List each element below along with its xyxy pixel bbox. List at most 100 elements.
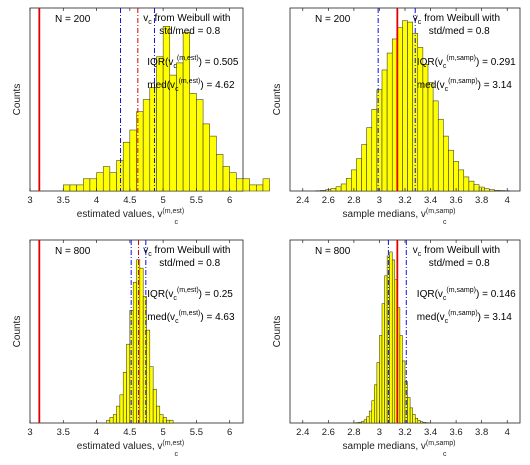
histogram-bar [69, 184, 77, 192]
histogram-panel-2: 2.4 2.6 2.8 3 3.2 3.4 3.6 3.8 4 Counts sample medi… [272, 7, 521, 226]
histogram-bar [106, 419, 111, 424]
x-tick-label: 2.4 [296, 427, 309, 438]
histogram-bar [358, 421, 362, 424]
x-tick-label: 4 [94, 427, 99, 438]
x-tick-label: 4 [505, 427, 510, 438]
histogram-panel-3: 3 3.5 4 4.5 5 5.5 6 Counts estimated values, v(m… [12, 239, 244, 458]
iqr-annotation: IQR(vc(m,samp)) = 0.146 [417, 287, 516, 302]
histogram-bar [389, 251, 393, 424]
histogram-bar [76, 184, 84, 192]
histogram-bar [149, 87, 157, 192]
legend-line-1: vc from Weibull with [413, 13, 500, 26]
histogram-bar [89, 178, 97, 192]
histogram-bar [432, 100, 439, 192]
histogram-bar [366, 416, 370, 424]
histogram-bar [166, 419, 171, 424]
x-tick-label: 3.5 [57, 427, 70, 438]
x-tick-label: 2.8 [347, 427, 360, 438]
histogram-bar [420, 421, 424, 424]
histogram-bar [156, 56, 164, 192]
histogram-bar [116, 160, 124, 192]
x-tick-label: 2.6 [322, 427, 335, 438]
histogram-bar [402, 360, 406, 424]
x-tick-label: 3.4 [424, 195, 437, 206]
y-axis-label: Counts [272, 316, 283, 348]
x-tick-label: 3.8 [475, 427, 488, 438]
histogram-bar [412, 413, 416, 424]
histogram-bar [384, 275, 388, 424]
histogram-bar [169, 419, 174, 424]
histogram-bar [417, 420, 421, 424]
histogram-bar [407, 397, 411, 424]
histogram-bar [242, 178, 250, 192]
histogram-bar [202, 123, 210, 192]
histogram-bar [126, 343, 131, 424]
histogram-bar [116, 405, 121, 424]
histogram-bar [109, 172, 117, 192]
x-tick-label: 3.5 [57, 195, 70, 206]
histogram-bar [122, 141, 131, 192]
histogram-bar [368, 410, 373, 424]
x-tick-label: 3.6 [450, 195, 463, 206]
iqr-annotation: IQR(vc(m,est)) = 0.505 [147, 55, 239, 70]
histogram-bar [262, 178, 270, 192]
histogram-bar [453, 161, 459, 192]
legend-line-1: vc from Weibull with [413, 245, 500, 258]
x-tick-label: 3 [27, 427, 32, 438]
median-annotation: med(vc(m,est)) = 4.63 [147, 310, 235, 325]
x-axis-label-subscript: c [175, 451, 179, 458]
x-tick-label: 3.4 [424, 427, 437, 438]
legend-line-1: vc from Weibull with [143, 245, 230, 258]
histogram-bar [340, 183, 347, 192]
x-axis-label-subscript: c [443, 219, 447, 226]
histogram-bar [162, 417, 167, 424]
legend-line-1: vc from Weibull with [143, 13, 230, 26]
histogram-bar [112, 414, 117, 424]
histogram-bar [351, 169, 357, 192]
histogram-bar [356, 158, 362, 192]
histogram-bar [463, 176, 470, 192]
histogram-bar [122, 372, 127, 424]
x-tick-label: 2.6 [322, 195, 335, 206]
median-annotation: med(vc(m,samp)) = 3.14 [417, 310, 512, 325]
histogram-bar [361, 144, 367, 192]
histogram-bar [402, 20, 408, 192]
histogram-bar [379, 335, 383, 424]
histogram-bar [483, 188, 490, 192]
y-axis-label: Counts [12, 84, 23, 116]
histogram-bar [414, 417, 419, 424]
histogram-bar [448, 149, 454, 192]
histogram-bar [256, 184, 264, 192]
x-axis-label: sample medians, v(m,samp) [343, 440, 456, 452]
histogram-bar [132, 281, 137, 424]
x-tick-label: 4.5 [123, 427, 136, 438]
histogram-bar [374, 384, 378, 424]
x-tick-label: 5.5 [190, 195, 203, 206]
histogram-bar [371, 109, 378, 192]
y-axis-label: Counts [272, 84, 283, 116]
histogram-bar [443, 135, 449, 192]
histogram-bar [96, 172, 104, 192]
histogram-bar [366, 127, 373, 192]
sample-size-label: N = 800 [315, 246, 351, 257]
x-tick-label: 5 [160, 427, 165, 438]
histogram-bar [399, 335, 403, 424]
sample-size-label: N = 800 [55, 246, 91, 257]
histogram-bar [391, 259, 396, 424]
histogram-bar [437, 118, 444, 192]
median-annotation: med(vc(m,est)) = 4.62 [147, 78, 235, 93]
iqr-annotation: IQR(vc(m,samp)) = 0.291 [417, 55, 516, 70]
histogram-bar [427, 82, 434, 192]
histogram-bar [417, 47, 424, 192]
histogram-bar [209, 135, 217, 192]
legend-line-2: std/med = 0.8 [429, 26, 490, 37]
x-tick-label: 5.5 [190, 427, 203, 438]
histogram-bar [386, 52, 393, 192]
histogram-bar [494, 190, 500, 192]
histogram-bar [229, 172, 237, 192]
histogram-bar [381, 303, 385, 424]
histogram-bar [363, 419, 367, 424]
histogram-bar [102, 166, 111, 192]
x-tick-label: 3.6 [450, 427, 463, 438]
x-axis-label-subscript: c [175, 219, 179, 226]
